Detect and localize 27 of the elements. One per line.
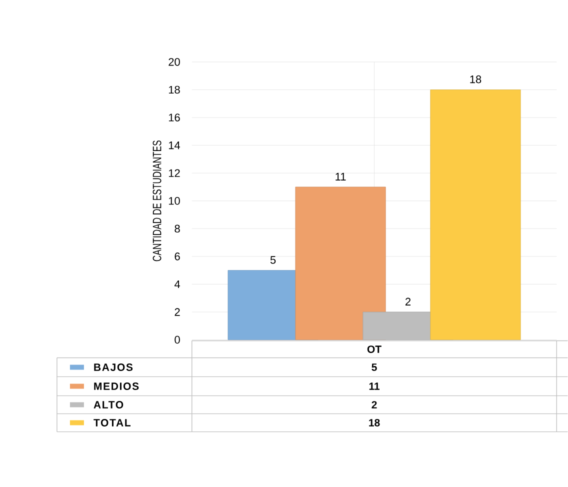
y-tick-label: 6 [174,252,180,260]
data-label: 5 [270,256,276,264]
y-tick-label: 4 [174,280,180,288]
text: 5 [372,364,377,372]
text: 2 [372,401,377,409]
y-tick-label: 18 [168,86,180,94]
legend-label: ALTO [94,401,124,409]
y-tick-label: 12 [168,169,180,178]
legend-label: BAJOS [94,364,133,372]
legend-label: MEDIOS [94,382,139,390]
text: 18 [369,419,380,427]
y-tick-label: 14 [168,142,180,150]
data-label: 11 [336,173,346,181]
bar [295,186,386,340]
y-tick-label: 2 [174,308,180,316]
data-label: 2 [406,298,411,306]
bar [430,90,521,340]
x-tick-label: OT [367,346,382,354]
y-tick-label: 10 [168,197,180,205]
y-axis-title: CANTIDAD DE ESTUDIANTES [152,140,162,262]
y-tick-label: 16 [168,114,180,122]
text: 11 [369,382,380,390]
data-label: 18 [470,76,482,84]
y-tick-label: 8 [174,224,180,233]
legend-label: TOTAL [94,419,131,427]
y-tick-label: 0 [174,336,180,344]
y-tick-label: 20 [168,58,180,66]
